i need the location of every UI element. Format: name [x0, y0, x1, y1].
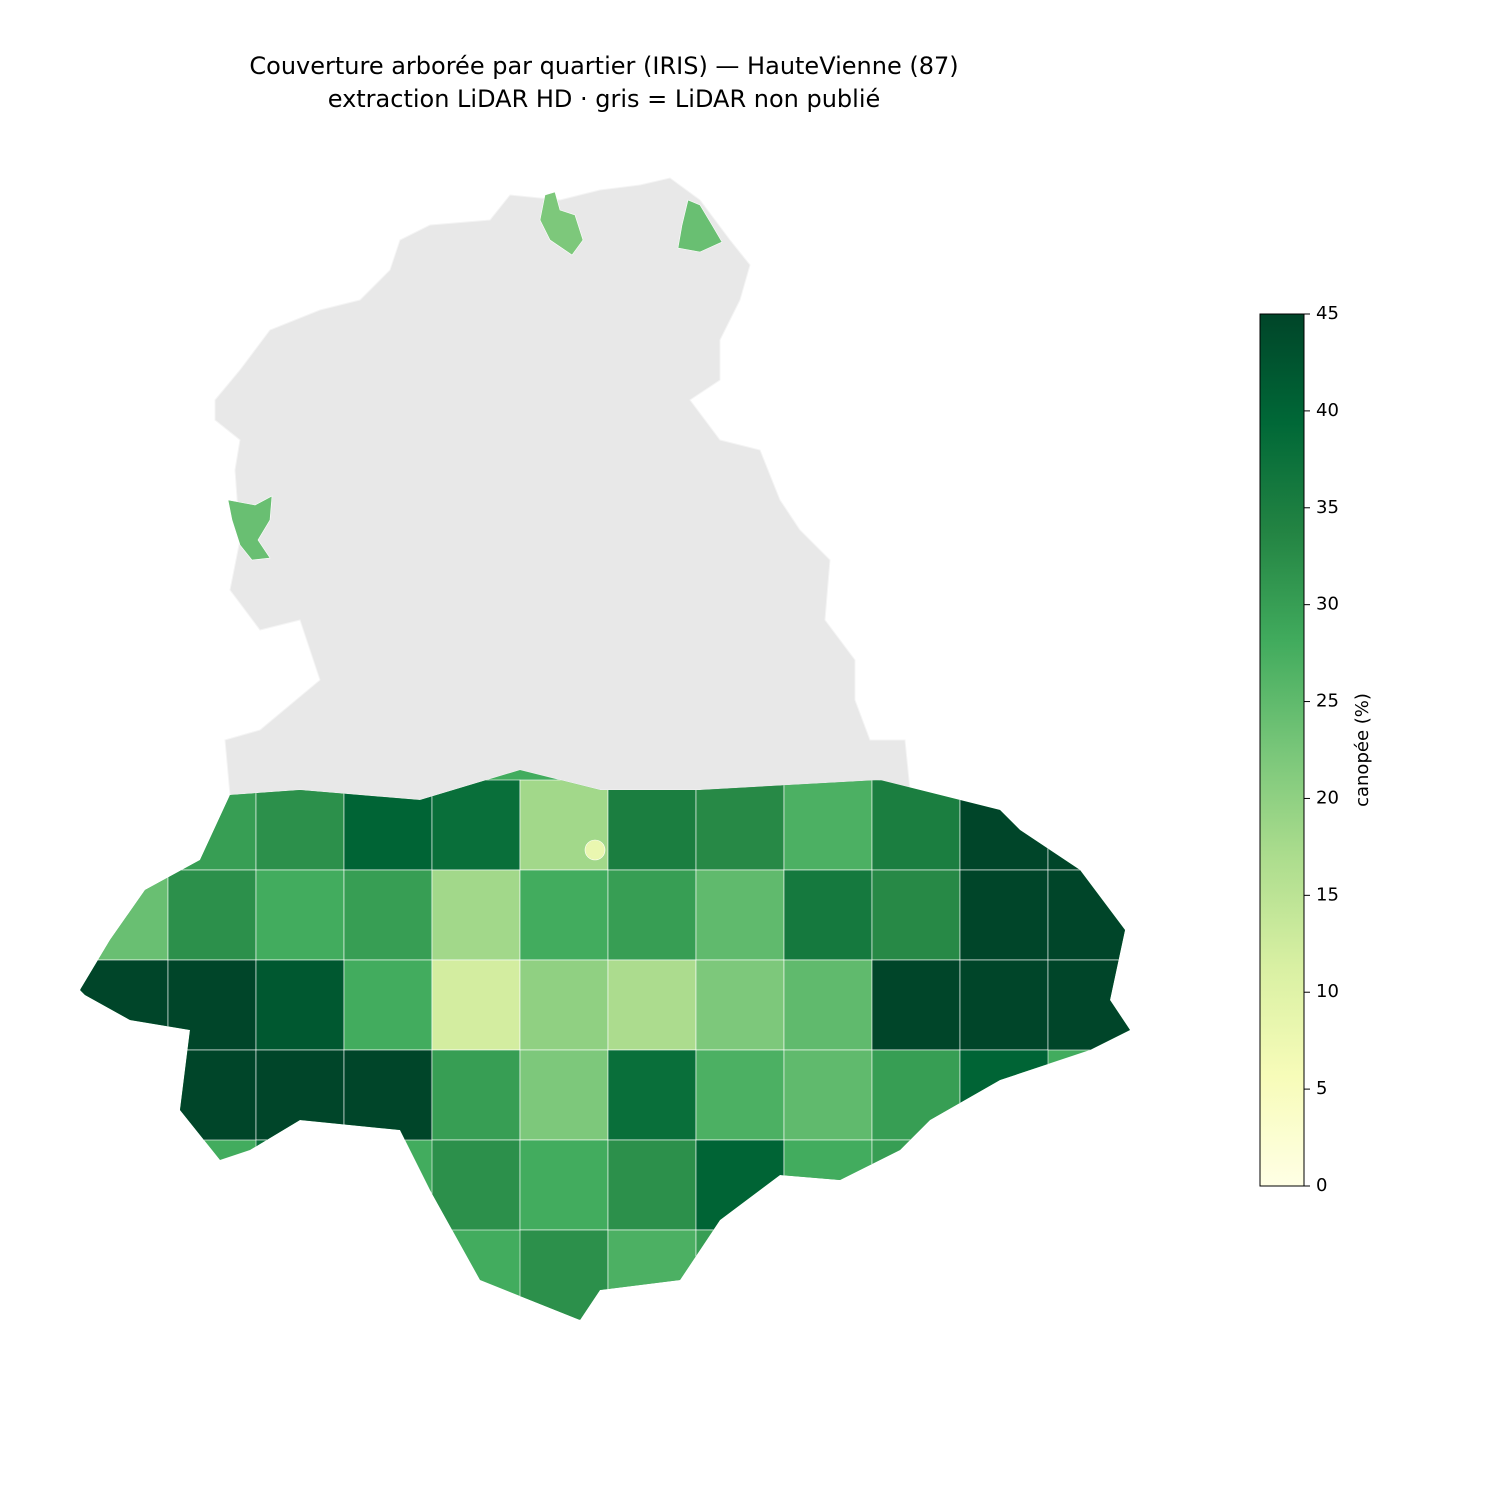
region: [255, 779, 345, 871]
region: [255, 1049, 345, 1141]
colorbar-tick-label: 30: [1316, 594, 1339, 615]
region: [783, 869, 873, 961]
region: [539, 191, 584, 256]
colorbar-tick-label: 35: [1316, 497, 1339, 518]
region: [695, 1049, 785, 1141]
colorbar-tick-label: 45: [1316, 303, 1339, 324]
region: [255, 959, 345, 1051]
region: [431, 869, 521, 961]
colorbar-tick-label: 40: [1316, 400, 1339, 421]
region: [871, 869, 961, 961]
region: [80, 959, 169, 1051]
colorbar-tick-label: 5: [1316, 1078, 1327, 1099]
region: [519, 1229, 609, 1320]
region: [695, 869, 785, 961]
region: [959, 779, 1049, 871]
region: [431, 779, 521, 871]
region: [677, 199, 723, 253]
region: [1047, 869, 1130, 961]
region: [255, 869, 345, 961]
region: [167, 959, 257, 1051]
colorbar-tick-label: 0: [1316, 1175, 1327, 1196]
region: [227, 495, 273, 561]
region: [255, 1139, 345, 1231]
colorbar-tick-label: 15: [1316, 884, 1339, 905]
region: [959, 959, 1049, 1051]
region: [783, 779, 873, 871]
chart-subtitle: extraction LiDAR HD · gris = LiDAR non p…: [328, 85, 881, 113]
region: [607, 779, 697, 871]
region: [695, 959, 785, 1051]
region: [607, 1049, 697, 1141]
region: [431, 1049, 521, 1141]
region: [695, 779, 785, 871]
region: [695, 1229, 785, 1320]
region: [607, 869, 697, 961]
chart-title: Couverture arborée par quartier (IRIS) —…: [249, 52, 958, 80]
region: [519, 1049, 609, 1141]
region: [431, 1139, 521, 1231]
region: [80, 869, 169, 961]
region: [607, 1139, 697, 1231]
region: [519, 959, 609, 1051]
colorbar-label: canopée (%): [1352, 693, 1373, 807]
region: [343, 959, 433, 1051]
region: [695, 1139, 785, 1231]
colorbar-tick-label: 25: [1316, 691, 1339, 712]
region: [167, 1049, 257, 1141]
colorbar: [1259, 313, 1305, 1187]
region: [871, 959, 961, 1051]
region: [871, 1139, 961, 1231]
region: [783, 959, 873, 1051]
region: [607, 1229, 697, 1320]
region: [959, 869, 1049, 961]
region: [1047, 779, 1130, 871]
region: [167, 869, 257, 961]
colorbar-tick-label: 10: [1316, 981, 1339, 1002]
region: [431, 959, 521, 1051]
region: [783, 1049, 873, 1141]
colorbar-tick-label: 20: [1316, 787, 1339, 808]
region: [959, 1049, 1049, 1141]
region: [343, 869, 433, 961]
region: [519, 869, 609, 961]
region: [1047, 959, 1130, 1051]
region: [607, 959, 697, 1051]
region: [584, 839, 606, 861]
region: [871, 1049, 961, 1141]
region: [783, 1139, 873, 1231]
region: [871, 779, 961, 871]
region: [519, 1139, 609, 1231]
unpublished-area: [214, 177, 911, 801]
region: [343, 1049, 433, 1141]
